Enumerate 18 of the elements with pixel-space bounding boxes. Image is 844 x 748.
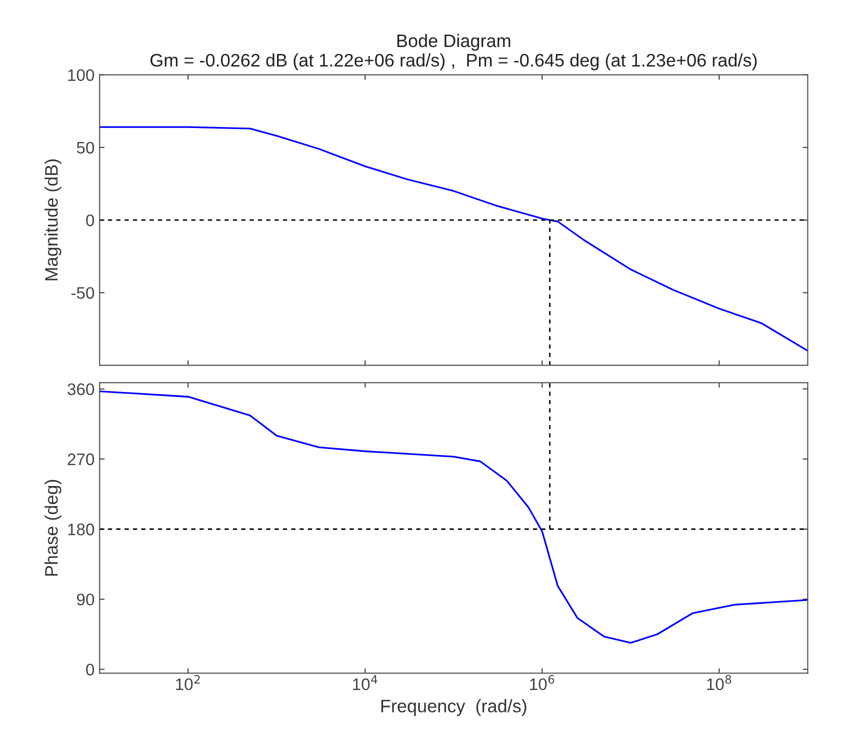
y-tick-label: -50 xyxy=(71,287,94,299)
y-tick-label: 360 xyxy=(68,383,94,396)
x-axis-title: Frequency (rad/s) xyxy=(381,699,526,716)
y-axis-title: Phase (deg) xyxy=(44,480,62,576)
y-tick-label: 90 xyxy=(76,594,94,606)
x-tick-label: 10$^{8}$ xyxy=(707,674,732,690)
y-tick-label: 0 xyxy=(86,214,94,226)
y-tick-label: 180 xyxy=(68,524,94,536)
y-tick-label: 100 xyxy=(68,69,94,82)
y-tick-label: 270 xyxy=(68,453,94,466)
chart-subtitle: Gm = -0.0262 dB (at 1.22e+06 rad/s) , Pm = -0.645 deg (at 1.23e+06 rad/s) xyxy=(150,53,757,70)
x-tick-label: 10$^{4}$ xyxy=(353,675,378,690)
y-tick-label: 50 xyxy=(76,142,94,154)
y-axis-title: Magnitude (dB) xyxy=(44,159,62,280)
chart-title: Bode Diagram xyxy=(397,34,510,51)
x-tick-label: 10$^{2}$ xyxy=(176,674,200,690)
x-tick-label: 10$^{6}$ xyxy=(530,674,554,690)
y-tick-label: 0 xyxy=(86,664,94,676)
